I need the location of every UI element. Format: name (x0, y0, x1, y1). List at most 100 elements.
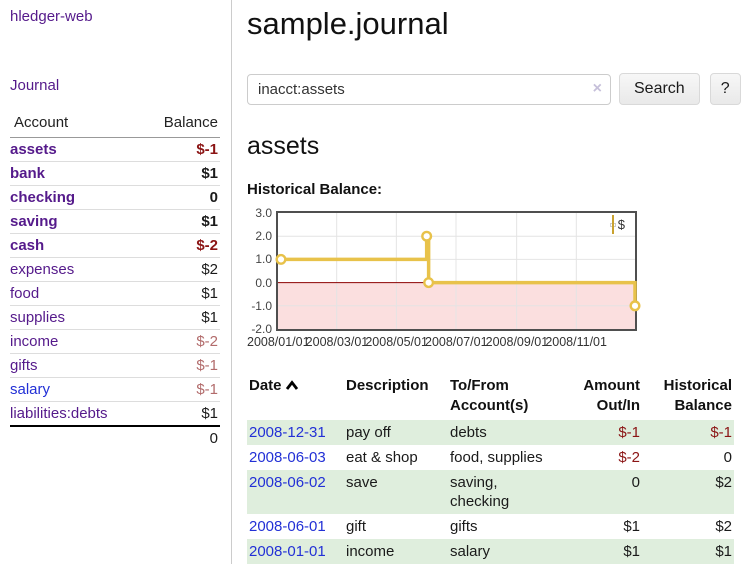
transaction-amount: $1 (623, 518, 640, 535)
account-balance: $-2 (139, 233, 220, 258)
transaction-date-link[interactable]: 2008-01-01 (249, 543, 326, 560)
accounts-header-account: Account (10, 112, 140, 138)
account-row: assets $-1 (10, 138, 220, 162)
account-balance: 0 (139, 185, 220, 210)
transaction-balance: $2 (715, 474, 732, 491)
transaction-amount: $-2 (618, 449, 640, 466)
accounts-table: Account Balance assets $-1 bank $1 checking 0… (10, 112, 220, 450)
column-header-date[interactable]: Date (247, 374, 344, 420)
transaction-date-link[interactable]: 2008-12-31 (249, 424, 326, 441)
account-row: bank $1 (10, 161, 220, 186)
search-form: × Search ? (247, 73, 742, 105)
account-row: liabilities:debts $1 (10, 401, 220, 426)
account-link-salary[interactable]: salary (10, 381, 51, 398)
column-header-amount: Amount Out/In (583, 377, 640, 414)
transaction-accounts: gifts (450, 518, 478, 535)
x-axis-tick: 2008/07/01 (425, 335, 488, 349)
clear-search-icon[interactable]: × (592, 79, 602, 97)
account-link-assets[interactable]: assets (10, 141, 57, 158)
x-axis-tick: 2008/05/01 (365, 335, 428, 349)
search-input[interactable] (247, 73, 611, 105)
transaction-row[interactable]: 2008-06-03 eat & shop food, supplies $-2 0 (247, 445, 734, 470)
x-axis-tick: 2008/03/01 (305, 335, 369, 349)
account-link-gifts[interactable]: gifts (10, 357, 38, 374)
account-row: salary $-1 (10, 377, 220, 402)
app-brand-link[interactable]: hledger-web (10, 8, 93, 25)
transaction-amount: $1 (623, 543, 640, 560)
sidebar: hledger-web Journal Account Balance asse… (0, 0, 232, 564)
page-title: sample.journal (247, 6, 449, 41)
transaction-row[interactable]: 2008-06-01 gift gifts $1 $2 (247, 514, 734, 539)
chart-title: Historical Balance: (247, 181, 383, 198)
account-balance: $1 (139, 161, 220, 186)
y-axis-tick: 2.0 (255, 229, 272, 244)
chart-legend: $ (609, 214, 625, 234)
legend-label: $ (617, 217, 625, 232)
account-link-food[interactable]: food (10, 285, 40, 302)
sort-ascending-icon (285, 377, 299, 397)
transaction-accounts: food, supplies (450, 449, 543, 466)
account-link-expenses[interactable]: expenses (10, 261, 75, 278)
account-link-checking[interactable]: checking (10, 189, 76, 206)
accounts-total: 0 (139, 425, 220, 450)
x-axis-tick: 2008/09/01 (485, 335, 549, 349)
account-link-supplies[interactable]: supplies (10, 309, 66, 326)
account-link-income[interactable]: income (10, 333, 59, 350)
account-balance: $2 (139, 257, 220, 282)
y-axis-tick: -1.0 (251, 298, 272, 313)
balance-chart: $ 3.0 2.0 1.0 0.0 -1.0 -2.0 2008/01/01 2008/03/… (247, 206, 647, 353)
account-row: income $-2 (10, 329, 220, 354)
transaction-accounts: debts (450, 424, 487, 441)
transaction-date-link[interactable]: 2008-06-02 (249, 474, 326, 491)
column-header-description: Description (346, 377, 429, 394)
account-link-liabilities-debts[interactable]: liabilities:debts (10, 405, 108, 422)
sidebar-item-journal[interactable]: Journal (10, 77, 60, 94)
account-row: saving $1 (10, 209, 220, 234)
account-balance: $-1 (196, 141, 218, 158)
account-row: gifts $-1 (10, 353, 220, 378)
account-balance: $-1 (139, 353, 220, 378)
account-link-bank[interactable]: bank (10, 165, 46, 182)
transaction-accounts: saving, checking (450, 474, 510, 510)
account-balance: $-1 (139, 377, 220, 402)
transaction-amount: $-1 (618, 424, 640, 441)
accounts-header-balance: Balance (139, 112, 220, 138)
transaction-date-link[interactable]: 2008-06-01 (249, 518, 326, 535)
account-title: assets (247, 132, 320, 160)
x-axis-tick: 2008/11/01 (545, 335, 607, 349)
transaction-description: save (346, 474, 378, 491)
chart-plot-area: $ (275, 211, 641, 331)
main-content: sample.journal × Search ? assets Histori… (232, 0, 742, 564)
transaction-row[interactable]: 2008-01-01 income salary $1 $1 (247, 539, 734, 564)
app: hledger-web Journal Account Balance asse… (0, 0, 742, 564)
register-table: Date Description To/From Account(s) Amou… (247, 374, 734, 564)
y-axis-tick: 3.0 (255, 206, 272, 220)
account-balance: $1 (139, 281, 220, 306)
account-row: food $1 (10, 281, 220, 306)
account-row: checking 0 (10, 185, 220, 210)
accounts-total-row: 0 (10, 425, 220, 450)
transaction-balance: $1 (715, 543, 732, 560)
transaction-row[interactable]: 2008-12-31 pay off debts $-1 $-1 (247, 420, 734, 445)
help-button[interactable]: ? (709, 73, 741, 105)
chart-canvas (275, 213, 641, 329)
account-row: supplies $1 (10, 305, 220, 330)
column-header-balance: Historical Balance (663, 377, 732, 414)
transaction-description: pay off (346, 424, 391, 441)
account-row: expenses $2 (10, 257, 220, 282)
transaction-balance: $2 (715, 518, 732, 535)
legend-swatch-icon (609, 214, 616, 234)
y-axis-tick: 0.0 (255, 275, 272, 290)
account-link-saving[interactable]: saving (10, 213, 58, 230)
search-button[interactable]: Search (619, 73, 700, 105)
account-row: cash $-2 (10, 233, 220, 258)
y-axis-tick: -2.0 (251, 322, 272, 336)
transaction-description: gift (346, 518, 367, 535)
x-axis-tick: 2008/01/01 (247, 335, 310, 349)
account-balance: $1 (139, 401, 220, 426)
transaction-accounts: salary (450, 543, 491, 560)
account-link-cash[interactable]: cash (10, 237, 45, 254)
transaction-description: eat & shop (346, 449, 418, 466)
transaction-row[interactable]: 2008-06-02 save saving, checking 0 $2 (247, 470, 734, 514)
transaction-date-link[interactable]: 2008-06-03 (249, 449, 326, 466)
